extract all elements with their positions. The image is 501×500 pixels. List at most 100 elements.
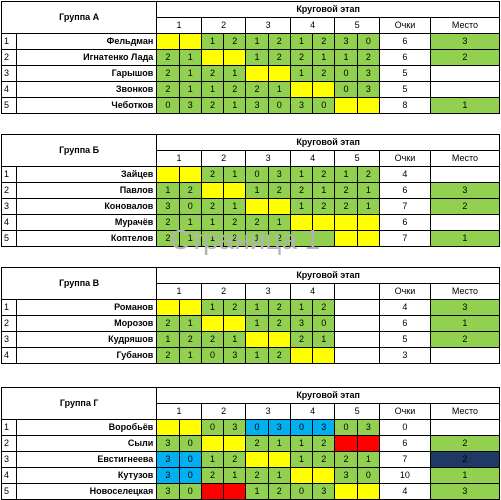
score-cell: 2	[312, 198, 336, 215]
place-header: Место	[429, 283, 501, 300]
row-number: 4	[0, 467, 18, 484]
round-header: 5	[334, 403, 380, 420]
score-cell: 3	[334, 33, 358, 50]
group-table-4: Группа Г Круговой этап 1 2 3 4 5 Очки Место 1 Воро…	[0, 387, 501, 500]
score-cell	[200, 182, 225, 199]
player-name: Романов	[16, 299, 158, 316]
score-cell: 1	[200, 299, 225, 316]
group-title: Группа Г	[0, 387, 158, 420]
score-cell	[200, 435, 225, 452]
points-header: Очки	[378, 17, 431, 34]
score-cell: 1	[200, 230, 225, 247]
score-cell: 1	[356, 198, 380, 215]
score-cell: 3	[156, 435, 180, 452]
score-cell	[267, 198, 291, 215]
place-cell	[429, 65, 501, 82]
round-header: 4	[289, 283, 336, 300]
score-cell: 2	[312, 33, 336, 50]
place-cell: 2	[429, 451, 501, 468]
points-cell: 7	[378, 198, 431, 215]
place-cell: 1	[429, 97, 501, 114]
points-cell: 8	[378, 97, 431, 114]
score-cell: 0	[156, 97, 180, 114]
score-cell	[334, 214, 358, 231]
score-cell: 1	[245, 299, 269, 316]
player-name: Евстигнеева	[16, 451, 158, 468]
round-header: 5	[334, 150, 380, 167]
score-cell: 1	[156, 331, 180, 348]
points-cell: 6	[378, 435, 431, 452]
round-header	[334, 283, 380, 300]
points-cell: 4	[378, 166, 431, 183]
score-cell: 0	[334, 419, 358, 436]
score-cell: 2	[200, 97, 225, 114]
player-row: 4 Кутузов 3 0 2 1 2 1 3 0 10 1	[0, 467, 501, 484]
score-cell: 2	[156, 347, 180, 364]
score-cell	[312, 347, 336, 364]
score-cell: 0	[312, 315, 336, 332]
score-cell	[334, 97, 358, 114]
round-header: 4	[289, 17, 336, 34]
row-number: 3	[0, 198, 18, 215]
score-cell	[178, 299, 202, 316]
score-cell: 3	[267, 419, 291, 436]
score-cell: 3	[223, 419, 247, 436]
score-cell: 2	[178, 182, 202, 199]
points-cell: 6	[378, 182, 431, 199]
score-cell	[223, 435, 247, 452]
score-cell	[200, 315, 225, 332]
score-cell: 2	[267, 230, 291, 247]
score-cell: 2	[223, 299, 247, 316]
score-cell: 2	[245, 81, 269, 98]
score-cell: 0	[178, 451, 202, 468]
score-cell: 2	[156, 65, 180, 82]
score-cell: 2	[223, 451, 247, 468]
score-cell	[289, 81, 314, 98]
score-cell: 2	[312, 451, 336, 468]
score-cell	[156, 419, 180, 436]
score-cell: 0	[267, 97, 291, 114]
row-number: 2	[0, 435, 18, 452]
score-cell: 1	[245, 33, 269, 50]
player-name: Сыли	[16, 435, 158, 452]
score-cell	[245, 451, 269, 468]
score-cell	[156, 33, 180, 50]
place-cell	[429, 419, 501, 436]
place-cell: 3	[429, 299, 501, 316]
place-cell	[429, 166, 501, 183]
score-cell: 2	[312, 299, 336, 316]
score-cell: 0	[289, 419, 314, 436]
score-cell: 0	[178, 198, 202, 215]
player-name: Коновалов	[16, 198, 158, 215]
points-cell: 3	[378, 347, 431, 364]
points-cell: 7	[378, 230, 431, 247]
score-cell	[312, 81, 336, 98]
score-cell	[245, 65, 269, 82]
score-cell: 2	[289, 49, 314, 66]
score-cell: 1	[289, 299, 314, 316]
score-cell: 3	[156, 198, 180, 215]
score-cell	[356, 230, 380, 247]
score-cell: 2	[334, 198, 358, 215]
points-cell: 6	[378, 214, 431, 231]
score-cell: 2	[223, 33, 247, 50]
round-header: 3	[245, 17, 291, 34]
score-cell: 2	[356, 49, 380, 66]
score-cell: 3	[223, 347, 247, 364]
score-cell	[334, 230, 358, 247]
score-cell: 0	[245, 419, 269, 436]
score-cell	[289, 467, 314, 484]
row-number: 1	[0, 33, 18, 50]
score-cell: 2	[200, 331, 225, 348]
row-number: 4	[0, 347, 18, 364]
stage-header: Круговой этап	[156, 387, 500, 404]
empty-cell	[334, 331, 380, 348]
player-row: 5 Коптелов 2 1 1 2 1 2 7 1	[0, 230, 501, 247]
score-cell	[178, 419, 202, 436]
points-cell: 6	[378, 315, 431, 332]
player-name: Звонков	[16, 81, 158, 98]
row-number: 3	[0, 331, 18, 348]
score-cell	[312, 230, 336, 247]
player-name: Гарышов	[16, 65, 158, 82]
score-cell: 1	[178, 347, 202, 364]
